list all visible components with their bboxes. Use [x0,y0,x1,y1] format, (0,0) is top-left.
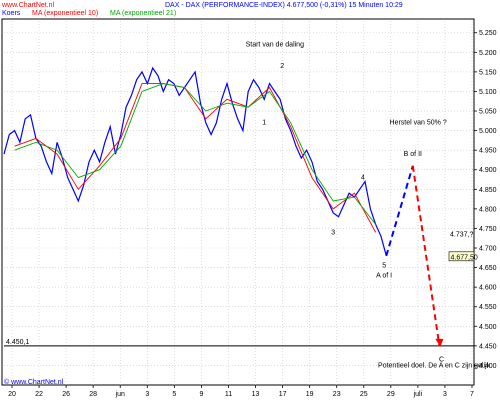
annotation-text: 2 [280,63,284,70]
x-tick-label: 20 [8,391,16,398]
annotation-text: Potentieel doel. De A en C zijn gelijk [378,362,491,369]
x-tick-label: 9 [199,391,203,398]
x-tick-label: 23 [333,391,341,398]
y-tick-label: 4.950 [479,148,497,155]
x-tick-label: 11 [225,391,232,398]
y-tick-label: 4.850 [479,187,497,194]
x-tick-label: 25 [360,391,368,398]
annotation-text: C [439,357,444,364]
y-tick-label: 4.750 [479,226,497,233]
x-tick-label: 3 [443,391,447,398]
y-tick-label: 4.450 [479,343,497,350]
annotation-text: 5 [382,263,386,270]
y-tick-label: 5.000 [479,128,497,135]
projection-up-line [385,165,414,257]
legend: Koers MA (exponentieel 10) MA (exponenti… [2,10,176,17]
annotation-text: Start van de daling [246,41,304,48]
ma21-series-line [14,83,377,225]
x-tick-label: juli [413,391,423,398]
copyright: © www.ChartNet.nl [4,378,64,386]
x-tick-label: 26 [62,391,70,398]
secondary-price-label: 4.737,? [450,231,473,238]
last-price-box [448,251,475,262]
y-tick-label: 5.100 [479,89,497,96]
x-tick-label: 5 [172,391,176,398]
projection-down-line [411,165,441,347]
site-name: www.ChartNet.nl [1,2,55,9]
x-tick-label: 7 [470,391,474,398]
support-line-label: 4.450,1 [6,339,29,346]
y-tick-label: 4.900 [479,167,497,174]
legend-ma10: MA (exponentieel 10) [32,10,98,17]
y-tick-label: 4.500 [479,324,497,331]
y-tick-label: 4.550 [479,304,497,311]
y-axis: 4.400 4.450 4.500 4.550 4.600 4.650 4.700 4.750… [474,30,497,370]
annotation-text: A of I [376,272,392,279]
annotation-text: 3 [331,229,335,236]
annotation-layer: Start van de daling 2 1 Herstel van 50% ? B … [246,41,491,369]
y-tick-label: 5.150 [479,69,497,76]
last-price-label: 4.677,50 [451,254,478,261]
projection-layer [385,165,444,347]
x-tick-label: 19 [306,391,314,398]
plot-frame [1,18,475,386]
x-tick-label: 29 [387,391,395,398]
y-tick-label: 4.400 [479,363,497,370]
legend-price: Koers [2,10,21,17]
y-tick-label: 4.650 [479,265,497,272]
x-tick-label: jun [115,391,125,398]
x-tick-label: 13 [252,391,260,398]
y-tick-label: 5.250 [479,30,497,37]
x-tick-label: 3 [145,391,149,398]
x-tick-label: 17 [279,391,287,398]
y-tick-label: 4.600 [479,285,497,292]
x-tick-label: 28 [89,391,97,398]
x-axis: 20 22 26 28 jun 3 5 9 11 13 17 19 23 25 29 juli 3 7 [8,385,474,398]
annotation-text: B of II [404,151,422,158]
price-series-line [3,66,387,256]
y-tick-label: 5.050 [479,109,497,116]
x-tick-label: 22 [35,391,43,398]
ma10-series-line [14,83,377,233]
support-line: 4.450,1 [4,339,474,347]
annotation-text: Herstel van 50% ? [390,120,447,127]
y-tick-label: 4.800 [479,206,497,213]
series-layer [3,66,387,256]
projection-arrowhead [435,338,444,347]
annotation-text: 4 [361,175,365,182]
price-labels: 4.737,? 4.677,50 [448,231,478,262]
legend-ma21: MA (exponentieel 21) [110,10,176,17]
grid [4,21,474,385]
y-tick-label: 5.200 [479,50,497,57]
annotation-text: 1 [262,120,266,127]
y-tick-label: 4.700 [479,246,497,253]
chart-title: DAX - DAX (PERFORMANCE-INDEX) 4.677,500 … [165,2,403,9]
